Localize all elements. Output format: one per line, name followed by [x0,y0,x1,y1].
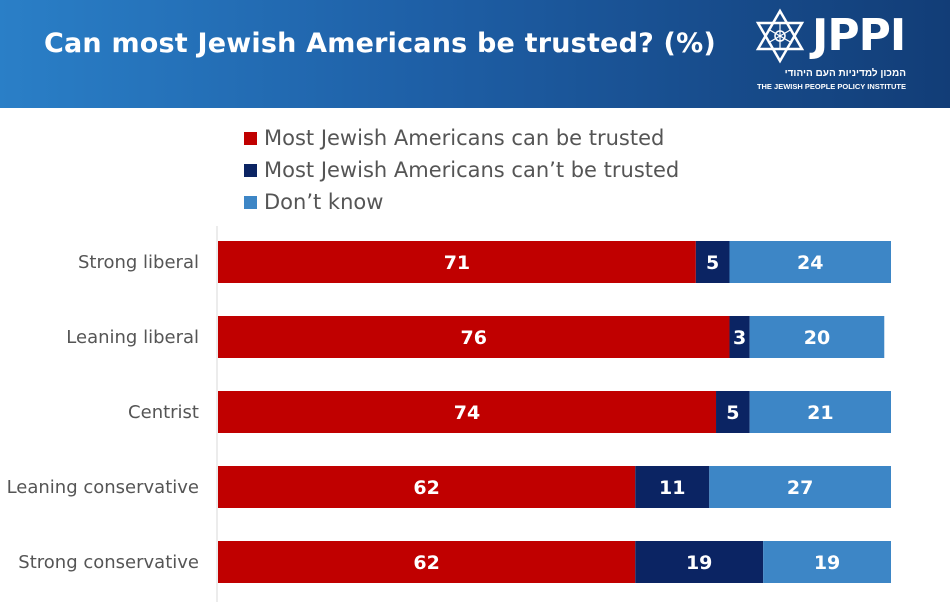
legend-label-not-trusted: Most Jewish Americans can’t be trusted [264,158,680,182]
bar-not-trusted-leaning-liberal [729,316,750,358]
value-label-trusted-leaning-liberal: 76 [461,327,487,349]
bar-dont-know-strong-liberal [729,241,891,283]
jppi-logo: JPPI המכון למדיניות העם היהודי THE JEWIS… [752,8,912,92]
bar-not-trusted-strong-liberal [695,241,730,283]
legend-label-dont-know: Don’t know [264,190,384,214]
logo-wordmark: JPPI [812,10,906,61]
category-label-strong-conservative: Strong conservative [18,552,199,573]
category-label-leaning-liberal: Leaning liberal [66,327,199,348]
chart-title: Can most Jewish Americans be trusted? (%… [44,28,716,59]
bar-not-trusted-strong-conservative [635,541,764,583]
bar-dont-know-centrist [749,391,891,433]
legend-swatch-trusted [244,131,257,145]
value-label-trusted-strong-conservative: 62 [413,552,439,574]
value-label-dont-know-leaning-liberal: 20 [804,327,830,349]
legend-swatch-not-trusted [244,163,257,177]
bar-not-trusted-centrist [716,391,750,433]
bar-not-trusted-leaning-conservative [635,466,710,508]
value-label-dont-know-leaning-conservative: 27 [787,477,813,499]
bar-trusted-leaning-conservative [218,466,636,508]
value-label-trusted-strong-liberal: 71 [444,252,470,274]
star-of-david-icon [755,8,805,64]
legend-item-trusted: Most Jewish Americans can be trusted [244,122,679,154]
legend-label-trusted: Most Jewish Americans can be trusted [264,126,665,150]
legend-swatch-dont-know [244,195,257,209]
value-label-not-trusted-centrist: 5 [726,402,739,424]
value-label-dont-know-strong-liberal: 24 [797,252,823,274]
value-label-not-trusted-leaning-conservative: 11 [659,477,685,499]
legend-item-dont-know: Don’t know [244,186,679,218]
bar-trusted-centrist [218,391,717,433]
value-label-dont-know-centrist: 21 [807,402,833,424]
category-label-leaning-conservative: Leaning conservative [7,477,199,498]
logo-english-name: THE JEWISH PEOPLE POLICY INSTITUTE [756,82,906,91]
bar-dont-know-leaning-conservative [709,466,891,508]
logo-hebrew-name: המכון למדיניות העם היהודי [784,68,906,79]
value-label-not-trusted-strong-conservative: 19 [686,552,712,574]
value-label-dont-know-strong-conservative: 19 [814,552,840,574]
value-label-trusted-leaning-conservative: 62 [413,477,439,499]
bar-dont-know-strong-conservative [763,541,891,583]
bar-trusted-leaning-liberal [218,316,730,358]
bar-trusted-strong-conservative [218,541,636,583]
category-label-strong-liberal: Strong liberal [78,252,199,273]
chart-legend: Most Jewish Americans can be trusted Mos… [244,122,679,218]
category-label-centrist: Centrist [128,402,199,423]
value-label-not-trusted-strong-liberal: 5 [706,252,719,274]
bar-dont-know-leaning-liberal [749,316,885,358]
bar-trusted-strong-liberal [218,241,696,283]
legend-item-not-trusted: Most Jewish Americans can’t be trusted [244,154,679,186]
header-banner: Can most Jewish Americans be trusted? (%… [0,0,950,108]
value-label-trusted-centrist: 74 [454,402,480,424]
value-label-not-trusted-leaning-liberal: 3 [733,327,746,349]
